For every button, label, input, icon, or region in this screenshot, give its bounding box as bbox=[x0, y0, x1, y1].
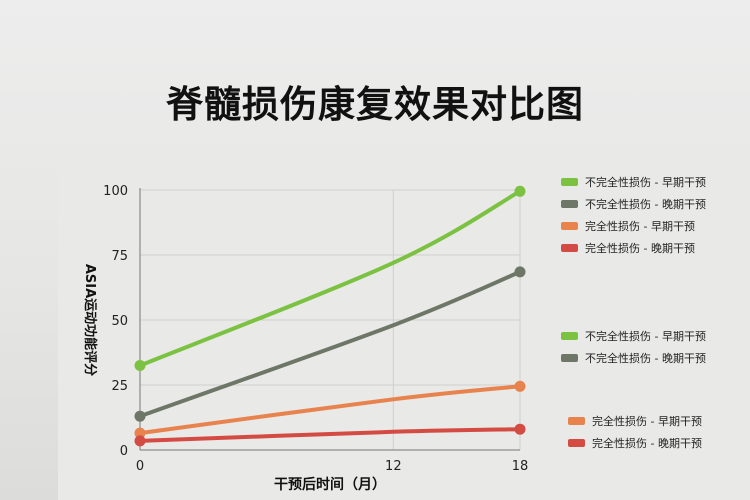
series-line-2 bbox=[138, 384, 522, 436]
series-1-point-0 bbox=[134, 410, 146, 422]
legend-label: 不完全性损伤 - 早期干预 bbox=[585, 330, 706, 343]
series-0-point-0 bbox=[134, 360, 146, 371]
legend-block-3: 完全性损伤 - 早期干预 完全性损伤 - 晚期干预 bbox=[568, 410, 702, 454]
y-tick-label-0: 0 bbox=[120, 444, 128, 459]
legend-block-1: 不完全性损伤 - 早期干预 不完全性损伤 - 晚期干预 完全性损伤 - 早期干预 完全… bbox=[561, 171, 706, 259]
series-3-point-0 bbox=[134, 435, 146, 447]
legend-swatch bbox=[561, 178, 578, 186]
x-tick-label-2: 18 bbox=[512, 459, 529, 474]
x-axis-label: 干预后时间（月） bbox=[274, 476, 386, 493]
legend-item: 完全性损伤 - 早期干预 bbox=[568, 410, 702, 432]
legend-swatch bbox=[561, 244, 578, 252]
legend-swatch bbox=[568, 417, 585, 425]
series-0-point-2 bbox=[514, 185, 526, 197]
series-line-3 bbox=[138, 427, 522, 443]
x-tick-label-1: 12 bbox=[385, 459, 402, 474]
y-axis-label: ASIA运动功能评分 bbox=[82, 264, 98, 376]
legend-label: 完全性损伤 - 早期干预 bbox=[585, 220, 695, 233]
y-tick-label-2: 50 bbox=[111, 314, 128, 329]
legend-label: 完全性损伤 - 晚期干预 bbox=[585, 242, 695, 255]
legend-label: 不完全性损伤 - 晚期干预 bbox=[585, 198, 706, 211]
legend-item: 不完全性损伤 - 晚期干预 bbox=[561, 347, 706, 369]
legend-item: 完全性损伤 - 早期干预 bbox=[561, 215, 706, 237]
series-line-0 bbox=[138, 189, 522, 368]
legend-item: 不完全性损伤 - 早期干预 bbox=[561, 325, 706, 347]
y-tick-label-3: 75 bbox=[111, 249, 128, 264]
series-line-1 bbox=[138, 269, 522, 419]
series-3-point-2 bbox=[514, 423, 526, 435]
series-2-point-0 bbox=[134, 427, 146, 439]
legend-swatch bbox=[568, 439, 585, 447]
series-2-point-2 bbox=[514, 380, 526, 392]
y-tick-label-1: 25 bbox=[111, 379, 128, 394]
y-tick-label-4: 100 bbox=[103, 184, 128, 199]
x-tick-label-0: 0 bbox=[136, 459, 144, 474]
legend-label: 完全性损伤 - 晚期干预 bbox=[592, 437, 702, 450]
legend-item: 不完全性损伤 - 早期干预 bbox=[561, 171, 706, 193]
chart-title: 脊髓损伤康复效果对比图 bbox=[166, 83, 584, 126]
legend-item: 完全性损伤 - 晚期干预 bbox=[568, 432, 702, 454]
legend-label: 完全性损伤 - 早期干预 bbox=[592, 415, 702, 428]
legend-swatch bbox=[561, 332, 578, 340]
legend-swatch bbox=[561, 200, 578, 208]
legend-swatch bbox=[561, 222, 578, 230]
legend-label: 不完全性损伤 - 晚期干预 bbox=[585, 352, 706, 365]
legend-item: 完全性损伤 - 晚期干预 bbox=[561, 237, 706, 259]
legend-item: 不完全性损伤 - 晚期干预 bbox=[561, 193, 706, 215]
series-1-point-2 bbox=[514, 266, 526, 278]
legend-block-2: 不完全性损伤 - 早期干预 不完全性损伤 - 晚期干预 bbox=[561, 325, 706, 369]
legend-label: 不完全性损伤 - 早期干预 bbox=[585, 176, 706, 189]
legend-swatch bbox=[561, 354, 578, 362]
